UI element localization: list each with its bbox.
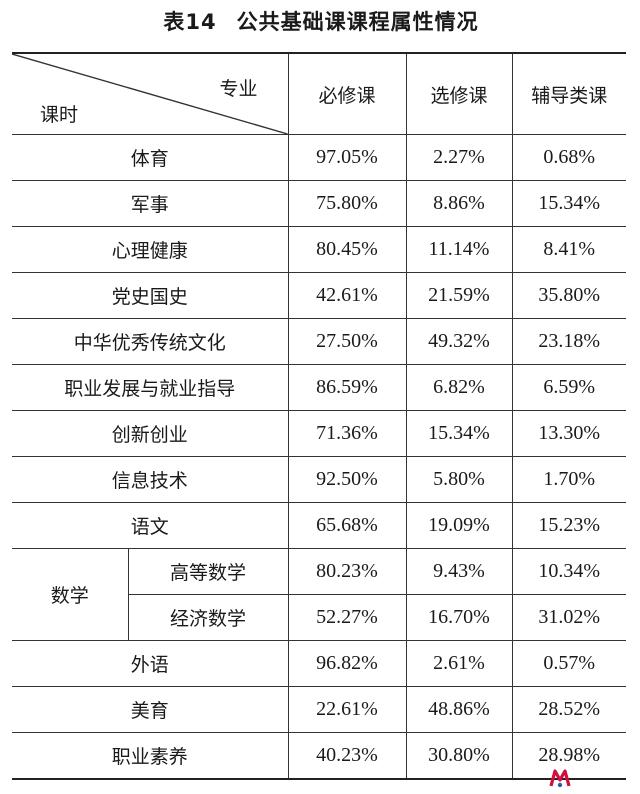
table-cell: 2.27% bbox=[405, 134, 512, 181]
table-cell: 35.80% bbox=[511, 272, 626, 319]
table-cell: 6.82% bbox=[405, 364, 512, 411]
row-label: 经济数学 bbox=[127, 594, 288, 641]
row-label: 美育 bbox=[12, 686, 288, 733]
table-cell: 30.80% bbox=[405, 732, 512, 780]
table-row: 军事 75.80% 8.86% 15.34% bbox=[12, 180, 626, 227]
table-cell: 1.70% bbox=[511, 456, 626, 503]
column-header: 必修课 bbox=[287, 52, 406, 135]
table-cell: 0.57% bbox=[511, 640, 626, 687]
table-cell: 97.05% bbox=[287, 134, 406, 181]
table-cell: 52.27% bbox=[287, 594, 406, 641]
table-cell: 11.14% bbox=[405, 226, 512, 273]
table-cell: 65.68% bbox=[287, 502, 406, 549]
header-row: 专业 课时 必修课 选修课 辅导类课 bbox=[12, 52, 626, 135]
table-cell: 21.59% bbox=[405, 272, 512, 319]
watermark bbox=[548, 766, 638, 792]
table-cell: 28.98% bbox=[511, 732, 626, 780]
table-row: 语文 65.68% 19.09% 15.23% bbox=[12, 502, 626, 549]
row-label: 中华优秀传统文化 bbox=[12, 318, 288, 365]
table-cell: 75.80% bbox=[287, 180, 406, 227]
table-cell: 23.18% bbox=[511, 318, 626, 365]
table-cell: 15.23% bbox=[511, 502, 626, 549]
table-row: 职业发展与就业指导 86.59% 6.82% 6.59% bbox=[12, 364, 626, 411]
table-cell: 0.68% bbox=[511, 134, 626, 181]
table-cell: 49.32% bbox=[405, 318, 512, 365]
row-label: 语文 bbox=[12, 502, 288, 549]
table-row: 美育 22.61% 48.86% 28.52% bbox=[12, 686, 626, 733]
table-row: 创新创业 71.36% 15.34% 13.30% bbox=[12, 410, 626, 457]
table-cell: 96.82% bbox=[287, 640, 406, 687]
table-row: 经济数学 52.27% 16.70% 31.02% bbox=[12, 594, 626, 641]
table-cell: 16.70% bbox=[405, 594, 512, 641]
table-cell: 15.34% bbox=[511, 180, 626, 227]
watermark-logo-icon bbox=[549, 769, 571, 788]
table-cell: 48.86% bbox=[405, 686, 512, 733]
row-label: 外语 bbox=[12, 640, 288, 687]
row-label: 军事 bbox=[12, 180, 288, 227]
table-row: 中华优秀传统文化 27.50% 49.32% 23.18% bbox=[12, 318, 626, 365]
table-cell: 80.45% bbox=[287, 226, 406, 273]
row-label: 创新创业 bbox=[12, 410, 288, 457]
table-row: 外语 96.82% 2.61% 0.57% bbox=[12, 640, 626, 687]
table-cell: 5.80% bbox=[405, 456, 512, 503]
column-header: 选修课 bbox=[405, 52, 512, 135]
table-cell: 9.43% bbox=[405, 548, 512, 595]
table-number: 表14 bbox=[163, 10, 217, 34]
table-cell: 8.41% bbox=[511, 226, 626, 273]
row-label: 职业素养 bbox=[12, 732, 288, 780]
table-cell: 2.61% bbox=[405, 640, 512, 687]
table-cell: 13.30% bbox=[511, 410, 626, 457]
row-label: 信息技术 bbox=[12, 456, 288, 503]
row-label: 心理健康 bbox=[12, 226, 288, 273]
table-cell: 71.36% bbox=[287, 410, 406, 457]
table-cell: 80.23% bbox=[287, 548, 406, 595]
corner-label-hours: 课时 bbox=[40, 104, 79, 126]
table-row: 体育 97.05% 2.27% 0.68% bbox=[12, 134, 626, 181]
row-label: 体育 bbox=[12, 134, 288, 181]
table-cell: 86.59% bbox=[287, 364, 406, 411]
table-cell: 42.61% bbox=[287, 272, 406, 319]
course-attribute-table: 专业 课时 必修课 选修课 辅导类课 体育 97.05% 2.27% 0.68%… bbox=[12, 52, 626, 780]
table-cell: 40.23% bbox=[287, 732, 406, 780]
row-label: 党史国史 bbox=[12, 272, 288, 319]
table-cell: 15.34% bbox=[405, 410, 512, 457]
column-header: 辅导类课 bbox=[511, 52, 626, 135]
table-cell: 92.50% bbox=[287, 456, 406, 503]
table-caption: 公共基础课课程属性情况 bbox=[236, 10, 479, 34]
table-cell: 6.59% bbox=[511, 364, 626, 411]
table-title: 表14 公共基础课课程属性情况 bbox=[0, 4, 640, 38]
table-cell: 19.09% bbox=[405, 502, 512, 549]
table-row: 心理健康 80.45% 11.14% 8.41% bbox=[12, 226, 626, 273]
row-label: 职业发展与就业指导 bbox=[12, 364, 288, 411]
table-cell: 31.02% bbox=[511, 594, 626, 641]
table-cell: 27.50% bbox=[287, 318, 406, 365]
row-label: 高等数学 bbox=[127, 548, 288, 595]
corner-label-major: 专业 bbox=[219, 78, 258, 100]
diagonal-line bbox=[12, 54, 288, 134]
table-row: 党史国史 42.61% 21.59% 35.80% bbox=[12, 272, 626, 319]
table-row: 职业素养 40.23% 30.80% 28.98% bbox=[12, 732, 626, 780]
table-cell: 10.34% bbox=[511, 548, 626, 595]
table-cell: 8.86% bbox=[405, 180, 512, 227]
table-cell: 28.52% bbox=[511, 686, 626, 733]
row-group-label: 数学 bbox=[12, 548, 128, 641]
table-row: 数学 高等数学 80.23% 9.43% 10.34% bbox=[12, 548, 626, 641]
table-cell: 22.61% bbox=[287, 686, 406, 733]
table-row: 信息技术 92.50% 5.80% 1.70% bbox=[12, 456, 626, 503]
corner-header-cell: 专业 课时 bbox=[12, 52, 288, 135]
